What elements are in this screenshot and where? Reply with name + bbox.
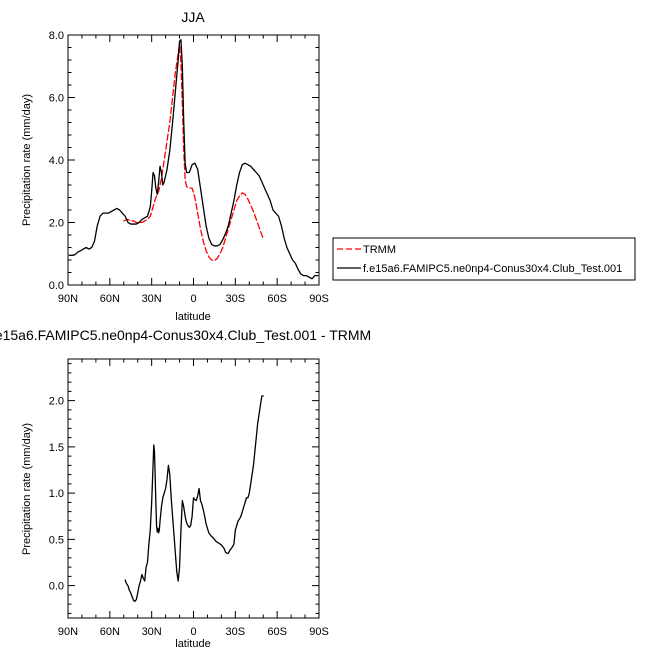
chart-top-series-1-line	[68, 39, 319, 280]
chart-top-ytick-label: 4.0	[49, 155, 64, 167]
chart-top-xtick-label: 60S	[267, 293, 287, 305]
chart-top-xtick-label: 30S	[226, 293, 246, 305]
chart-top: JJA 90N 60N 30N 0 30S 60S 90S 0.02.04.06.08.0 …	[21, 9, 329, 323]
chart-top-xlabel: latitude	[175, 311, 210, 323]
chart-bottom-series-0-line	[124, 395, 264, 602]
legend-label-trmm: TRMM	[363, 244, 396, 256]
chart-bottom-xtick-label: 0	[190, 626, 196, 638]
chart-bottom-ylabel: Precipitation rate (mm/day)	[21, 423, 33, 555]
chart-bottom-title: e15a6.FAMIPC5.ne0np4-Conus30x4.Club_Test…	[0, 327, 371, 343]
chart-bottom-plot-frame	[67, 358, 320, 619]
chart-bottom-xtick-label: 90N	[58, 626, 78, 638]
chart-bottom-xtick-label: 30N	[142, 626, 162, 638]
chart-top-plot-frame	[67, 34, 320, 286]
chart-top-title: JJA	[181, 9, 205, 25]
chart-bottom-ytick-label: 0.0	[49, 581, 64, 593]
chart-top-ylabel: Precipitation rate (mm/day)	[21, 94, 33, 226]
chart-bottom: e15a6.FAMIPC5.ne0np4-Conus30x4.Club_Test…	[0, 327, 371, 650]
chart-top-xtick-label: 30N	[142, 293, 162, 305]
chart-bottom-ytick-label: 1.5	[49, 442, 64, 454]
chart-top-ytick-label: 8.0	[49, 30, 64, 42]
chart-bottom-ytick-label: 0.5	[49, 534, 64, 546]
chart-top-xtick-label: 90S	[309, 293, 329, 305]
chart-top-legend: TRMM f.e15a6.FAMIPC5.ne0np4-Conus30x4.Cl…	[332, 237, 636, 281]
chart-top-xtick-label: 90N	[58, 293, 78, 305]
chart-top-xtick-label: 60N	[100, 293, 120, 305]
chart-bottom-xlabel: latitude	[175, 638, 210, 650]
chart-top-ytick-label: 2.0	[49, 218, 64, 230]
legend-box	[332, 237, 636, 281]
chart-top-ytick-label: 6.0	[49, 93, 64, 105]
chart-bottom-ytick-label: 2.0	[49, 396, 64, 408]
chart-bottom-xtick-label: 30S	[226, 626, 246, 638]
legend-label-model: f.e15a6.FAMIPC5.ne0np4-Conus30x4.Club_Te…	[363, 263, 622, 275]
chart-top-xtick-label: 0	[190, 293, 196, 305]
chart-bottom-xtick-label: 60N	[100, 626, 120, 638]
chart-top-ytick-label: 0.0	[49, 280, 64, 292]
chart-bottom-xtick-label: 60S	[267, 626, 287, 638]
chart-bottom-xtick-label: 90S	[309, 626, 329, 638]
chart-top-series-0-line	[123, 43, 264, 262]
chart-bottom-ytick-label: 1.0	[49, 488, 64, 500]
